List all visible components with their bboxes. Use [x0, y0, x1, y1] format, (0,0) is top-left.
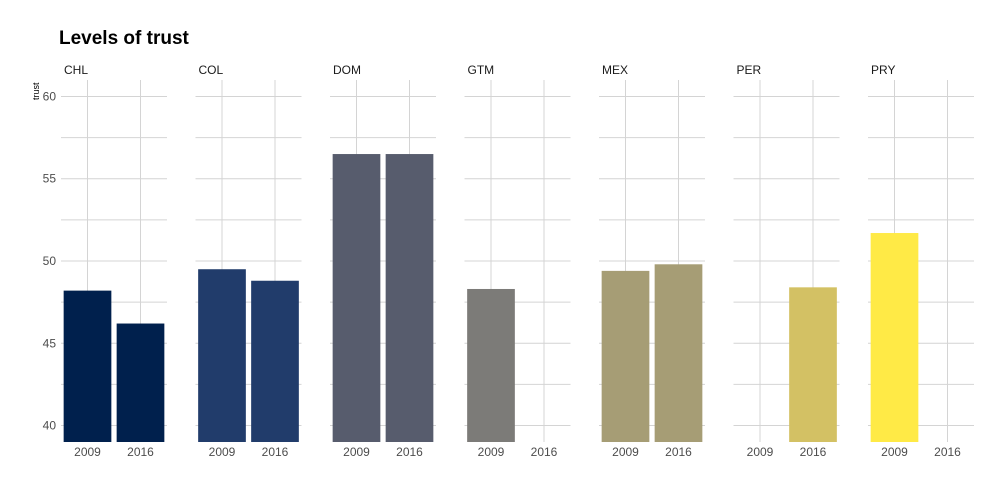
bar-dom-2009: [333, 154, 381, 442]
facet-panel-col: COL 2009 2016: [196, 63, 302, 459]
chart-title: Levels of trust: [59, 28, 190, 49]
x-tick-label: 2009: [343, 445, 370, 459]
y-axis-title: trust: [31, 82, 41, 100]
facet-label: CHL: [64, 63, 88, 77]
x-tick-label: 2016: [800, 445, 827, 459]
x-tick-label: 2009: [612, 445, 639, 459]
bar-pry-2009: [871, 233, 919, 442]
x-tick-label: 2016: [127, 445, 154, 459]
x-tick-label: 2009: [478, 445, 505, 459]
x-tick-label: 2016: [934, 445, 961, 459]
facet-label: DOM: [333, 63, 361, 77]
y-tick-label: 50: [43, 254, 57, 268]
facet-panel-per: PER 2009 2016: [734, 63, 840, 459]
facet-label: PER: [737, 63, 762, 77]
x-tick-label: 2009: [209, 445, 236, 459]
facet-panel-mex: MEX 2009 2016: [599, 63, 705, 459]
facet-label: COL: [199, 63, 224, 77]
facet-panel-pry: PRY 2009 2016: [868, 63, 974, 459]
bar-chl-2009: [64, 291, 112, 442]
bar-mex-2009: [602, 271, 650, 442]
bar-dom-2016: [386, 154, 434, 442]
x-tick-label: 2009: [881, 445, 908, 459]
facet-label: GTM: [468, 63, 495, 77]
bar-col-2016: [251, 281, 299, 442]
bar-mex-2016: [655, 264, 703, 442]
bar-chl-2016: [117, 324, 165, 442]
bar-gtm-2009: [467, 289, 515, 442]
y-tick-label: 60: [43, 89, 57, 103]
facet-panel-dom: DOM 2009 2016: [330, 63, 436, 459]
x-tick-label: 2016: [262, 445, 289, 459]
facet-panel-gtm: GTM 2009 2016: [465, 63, 571, 459]
x-tick-label: 2009: [74, 445, 101, 459]
x-tick-label: 2016: [396, 445, 423, 459]
bar-per-2016: [789, 287, 837, 442]
bar-col-2009: [198, 269, 246, 442]
y-tick-label: 45: [43, 336, 57, 350]
facet-label: MEX: [602, 63, 628, 77]
x-tick-label: 2016: [665, 445, 692, 459]
x-tick-label: 2009: [747, 445, 774, 459]
facet-label: PRY: [871, 63, 895, 77]
y-tick-label: 55: [43, 172, 57, 186]
facet-panel-chl: CHL 2009 2016: [61, 63, 167, 459]
x-tick-label: 2016: [531, 445, 558, 459]
y-tick-label: 40: [43, 419, 57, 433]
